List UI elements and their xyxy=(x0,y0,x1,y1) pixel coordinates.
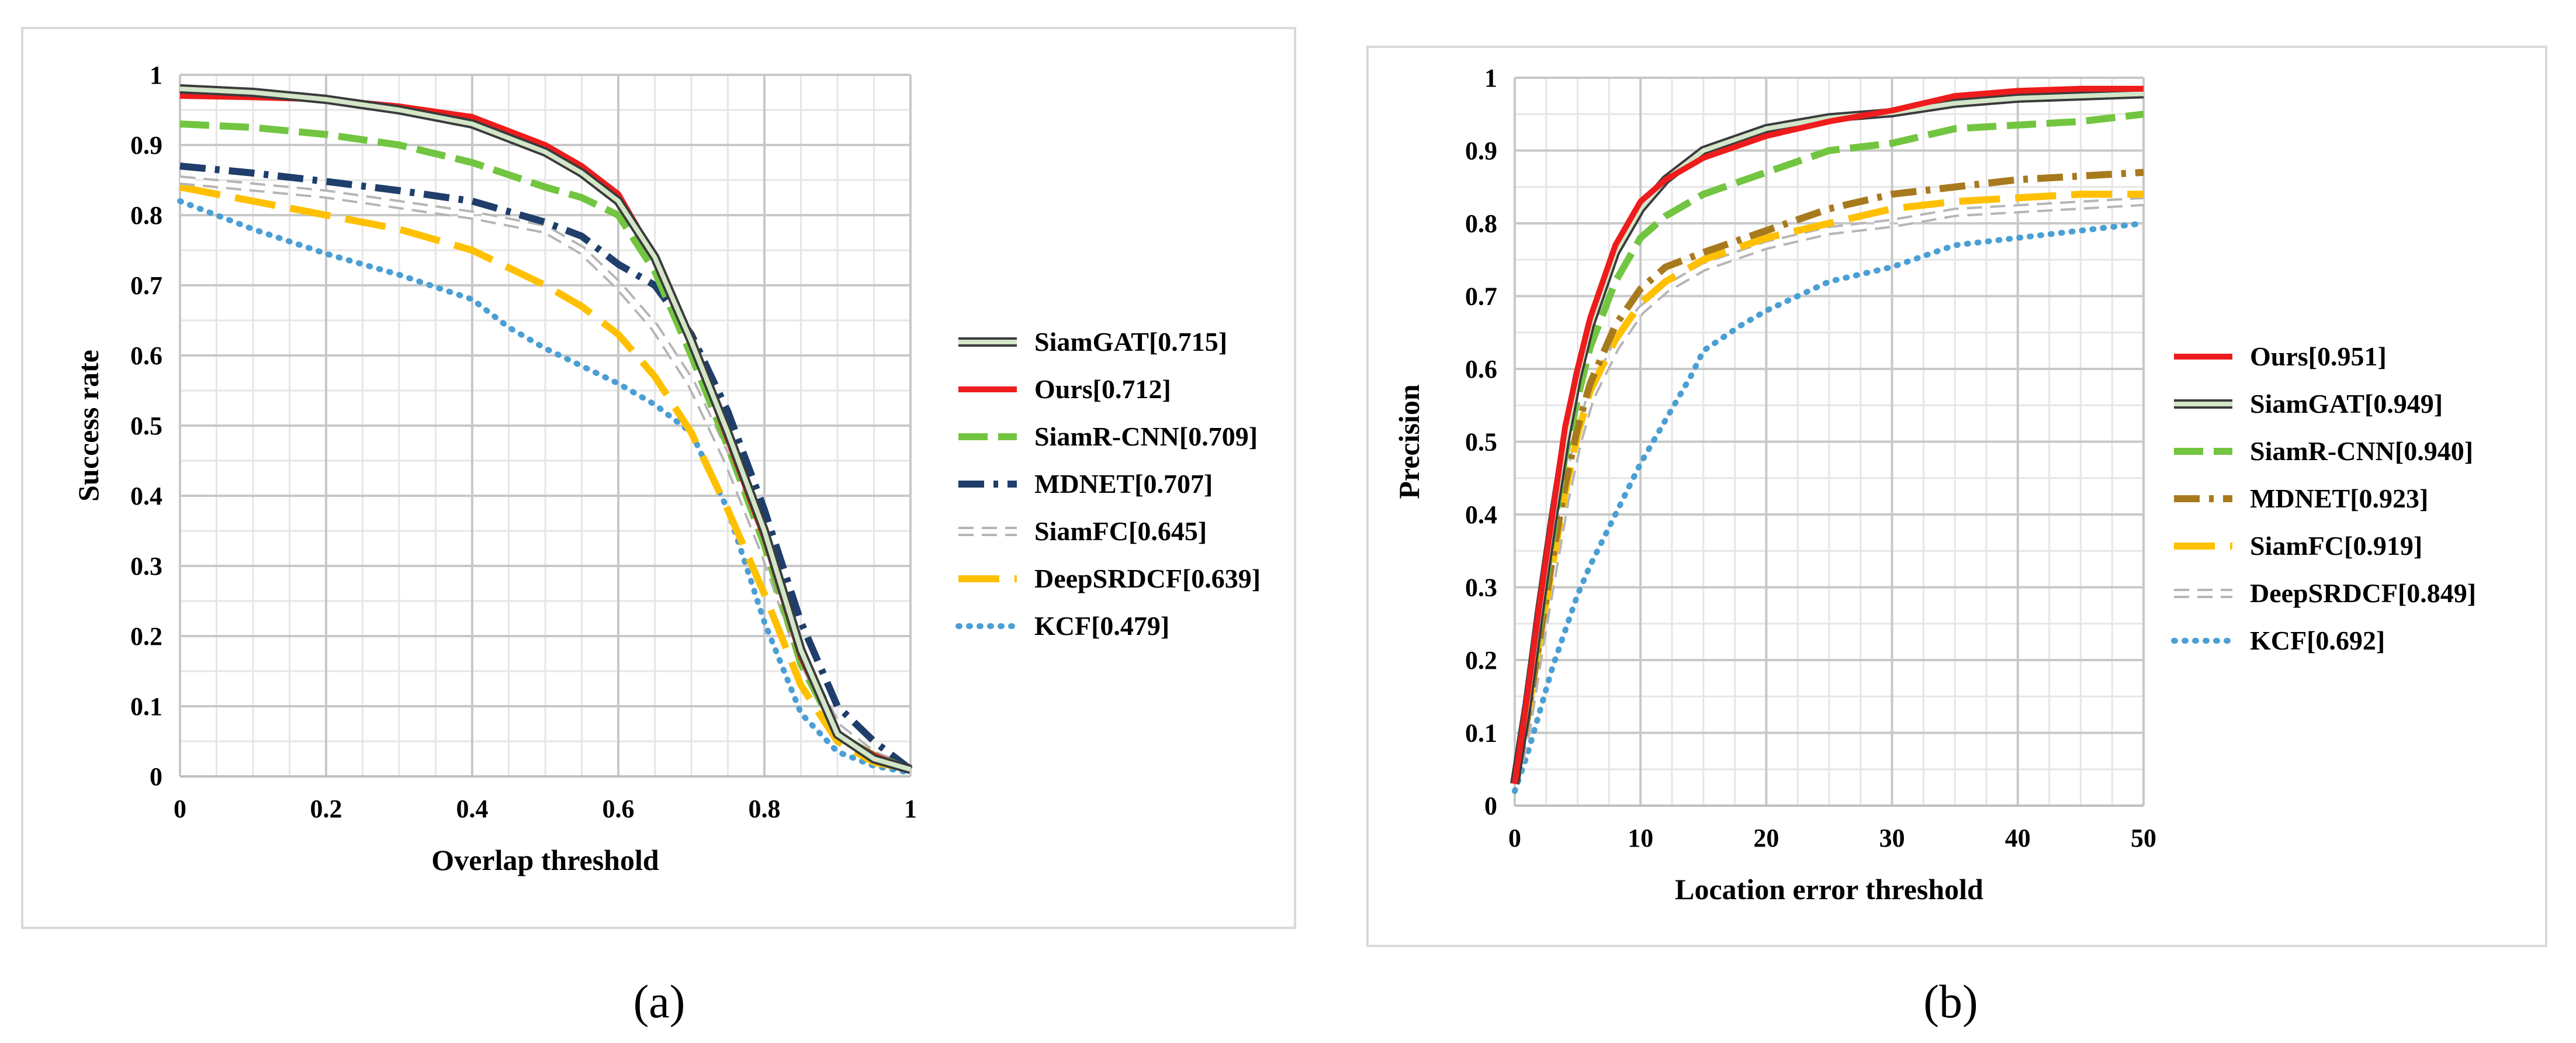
chart-a-series-line-inner xyxy=(179,87,912,772)
chart-b-x-tick-label: 0 xyxy=(1508,824,1521,852)
chart-a-series-line xyxy=(179,163,913,772)
chart-a-x-tick-label: 0.2 xyxy=(310,795,342,823)
chart-a-series-line xyxy=(177,198,913,776)
chart-b-series-group xyxy=(1510,85,2146,795)
chart-a-y-tick-label: 0.4 xyxy=(130,482,162,510)
chart-a-series-line xyxy=(179,184,912,773)
chart-a-y-tick-label: 0.2 xyxy=(130,622,162,651)
chart-b-y-tick-label: 0.3 xyxy=(1465,574,1497,602)
chart-a-x-tick-label: 0.6 xyxy=(603,795,635,823)
chart-b-legend-label: SiamFC[0.919] xyxy=(2250,531,2422,561)
chart-b-y-tick-label: 0.1 xyxy=(1465,719,1497,748)
chart-b-legend-label: SiamGAT[0.949] xyxy=(2250,389,2443,419)
chart-b-y-tick-label: 0.7 xyxy=(1465,282,1497,311)
chart-a-y-tick-label: 0.8 xyxy=(130,201,162,230)
chart-b-x-tick-label: 40 xyxy=(2005,824,2031,852)
chart-a-legend: SiamGAT[0.715] Ours[0.712] SiamR-CNN[0.709… xyxy=(955,327,1261,641)
chart-b-series-line xyxy=(1512,85,2144,785)
chart-b-x-tick-label: 10 xyxy=(1628,824,1653,852)
chart-a-legend-label: SiamFC[0.645] xyxy=(1034,516,1207,546)
chart-a-y-tick-label: 0.1 xyxy=(130,692,162,721)
chart-a-legend-label: SiamR-CNN[0.709] xyxy=(1034,422,1258,451)
chart-b-x-tick-label: 50 xyxy=(2131,824,2156,852)
chart-b-y-tick-label: 0.6 xyxy=(1465,355,1497,384)
chart-b-legend-label: KCF[0.692] xyxy=(2250,626,2385,655)
chart-b-legend: Ours[0.951] SiamGAT[0.949] SiamR-CNN[0.940… xyxy=(2171,341,2476,655)
chart-b-series-line xyxy=(1512,220,2146,795)
panel-label-a: (a) xyxy=(633,976,685,1028)
chart-a-x-axis-title: Overlap threshold xyxy=(431,844,659,876)
chart-a-y-tick-label: 0 xyxy=(150,762,162,791)
chart-b-series-line xyxy=(1511,110,2144,785)
chart-a-y-axis-title: Success rate xyxy=(72,350,105,502)
chart-a-y-tick-label: 0.6 xyxy=(130,341,162,370)
chart-b-legend-label: DeepSRDCF[0.849] xyxy=(2250,578,2476,608)
chart-b-series-line xyxy=(1511,191,2144,785)
precision-chart: 0 10 20 30 40 50 0 0.1 0.2 0.3 0.4 0.5 0.6 0.7 0.8 0.9 1… xyxy=(1393,64,2476,906)
chart-a-legend-label: Ours[0.712] xyxy=(1034,374,1171,404)
chart-a-x-tick-label: 0.4 xyxy=(456,795,489,823)
chart-b-y-tick-label: 0.8 xyxy=(1465,209,1497,238)
chart-a-y-tick-label: 0.9 xyxy=(130,131,162,160)
chart-a-y-tick-label: 0.7 xyxy=(130,271,162,300)
chart-a-frame xyxy=(21,27,1296,929)
chart-b-x-tick-label: 20 xyxy=(1753,824,1779,852)
chart-b-y-tick-label: 0.4 xyxy=(1465,500,1497,529)
chart-b-y-tick-label: 1 xyxy=(1484,64,1497,92)
panel-label-b: (b) xyxy=(1923,976,1978,1028)
chart-b-y-tick-label: 0.9 xyxy=(1465,137,1497,165)
chart-a-legend-label: MDNET[0.707] xyxy=(1034,469,1213,499)
chart-a-x-tick-label: 1 xyxy=(904,795,917,823)
chart-a-x-tick-label: 0.8 xyxy=(749,795,781,823)
chart-a-legend-label: SiamGAT[0.715] xyxy=(1034,327,1227,357)
chart-b-y-tick-label: 0 xyxy=(1484,792,1497,820)
chart-b-x-tick-label: 30 xyxy=(1879,824,1905,852)
chart-b-y-tick-label: 0.2 xyxy=(1465,646,1497,675)
chart-a-y-tick-label: 0.5 xyxy=(130,412,162,440)
chart-b-y-tick-label: 0.5 xyxy=(1465,428,1497,457)
chart-a-legend-label: DeepSRDCF[0.639] xyxy=(1034,564,1261,593)
chart-b-y-axis-title: Precision xyxy=(1393,384,1425,499)
chart-a-y-tick-label: 1 xyxy=(150,61,162,89)
chart-b-legend-label: Ours[0.951] xyxy=(2250,341,2387,371)
chart-b-x-axis-title: Location error threshold xyxy=(1675,873,1983,906)
success-rate-chart: 0 0.2 0.4 0.6 0.8 1 0 0.1 0.2 0.3 0.4 0.5 0.6 0.7 0.8 0… xyxy=(72,61,1261,876)
chart-a-x-tick-label: 0 xyxy=(174,795,186,823)
chart-a-series-group xyxy=(177,84,913,776)
chart-b-legend-label: MDNET[0.923] xyxy=(2250,483,2428,513)
chart-b-legend-label: SiamR-CNN[0.940] xyxy=(2250,436,2473,466)
chart-a-legend-label: KCF[0.479] xyxy=(1034,611,1169,641)
chart-a-y-tick-label: 0.3 xyxy=(130,552,162,581)
